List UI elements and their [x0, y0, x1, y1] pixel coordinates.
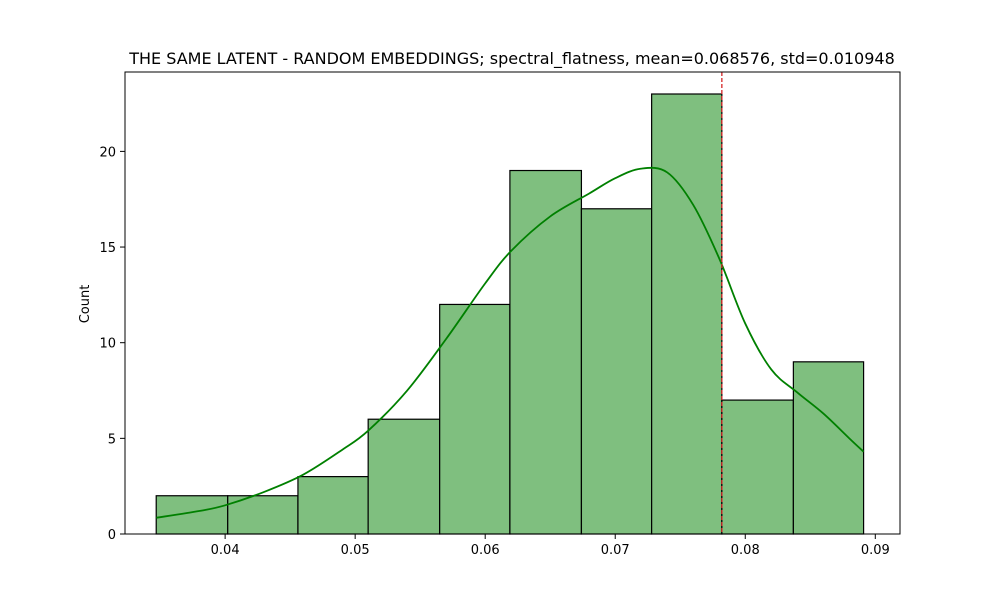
x-tick-label: 0.06 [471, 543, 500, 558]
y-tick-label: 20 [99, 145, 116, 160]
x-tick-label: 0.07 [601, 543, 630, 558]
y-tick-label: 10 [99, 337, 116, 352]
x-axis: 0.04 0.05 0.06 0.07 0.08 0.09 [211, 534, 890, 558]
histogram-bar [651, 93, 723, 535]
x-tick-label: 0.08 [731, 543, 760, 558]
kde-group [156, 166, 865, 519]
y-tick-label: 15 [99, 241, 116, 256]
histogram-bar [509, 169, 583, 535]
histogram-bar [439, 303, 511, 535]
plot-frame [124, 71, 901, 535]
histogram-bar [155, 495, 229, 535]
histogram-bar [297, 476, 369, 535]
x-tick-label: 0.04 [211, 543, 240, 558]
y-axis: 0 5 10 15 20 [99, 145, 125, 543]
bars-group [155, 93, 865, 535]
chart-title: THE SAME LATENT - RANDOM EMBEDDINGS; spe… [128, 49, 895, 69]
x-tick-label: 0.05 [341, 543, 370, 558]
histogram-bar [367, 418, 441, 535]
y-tick-label: 0 [108, 528, 116, 543]
kde-line [156, 166, 865, 519]
y-axis-label: Count [78, 285, 93, 324]
histogram-bar [227, 495, 299, 535]
histogram-bar [721, 399, 794, 535]
y-tick-label: 5 [108, 432, 116, 447]
x-tick-label: 0.09 [861, 543, 890, 558]
histogram-bar [792, 361, 865, 535]
histogram-bar [580, 208, 653, 535]
